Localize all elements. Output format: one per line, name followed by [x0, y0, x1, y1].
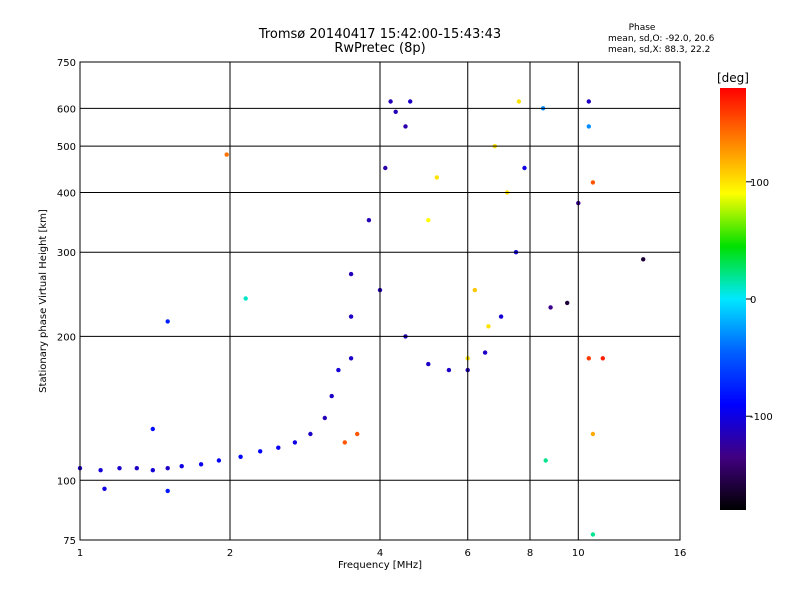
echo-point	[258, 449, 263, 454]
y-tick-label: 75	[63, 536, 76, 547]
echo-point	[165, 319, 170, 324]
echo-point	[408, 99, 413, 104]
colorbar-tick-label: 100	[750, 178, 769, 189]
x-tick-labels: 1 2 4 6 8 10 16	[77, 548, 687, 559]
echo-point	[522, 165, 527, 171]
echo-point	[498, 314, 504, 319]
echo-point	[224, 152, 229, 157]
echo-point	[641, 257, 646, 262]
colorbar-unit-label: [deg]	[717, 71, 749, 85]
x-tick-label: 1	[77, 548, 83, 559]
stats-line-x: mean, sd,X: 88.3, 22.2	[608, 45, 710, 55]
colorbar-tick-label: 0	[750, 295, 756, 306]
echo-point	[98, 468, 103, 473]
echo-point	[586, 124, 591, 129]
echo-point	[102, 486, 107, 491]
echo-point	[482, 350, 488, 355]
y-tick-label: 600	[57, 104, 76, 115]
echo-point	[426, 361, 431, 367]
x-tick-label: 8	[527, 548, 533, 559]
echo-point	[216, 458, 222, 463]
echo-point	[590, 180, 596, 185]
echo-point	[348, 271, 354, 277]
echo-point	[348, 314, 354, 319]
y-tick-label: 750	[57, 58, 76, 69]
y-tick-label: 200	[57, 332, 76, 343]
echo-point	[150, 426, 155, 432]
plot-points	[77, 99, 646, 537]
y-tick-label: 400	[57, 188, 76, 199]
echo-point	[179, 464, 184, 469]
colorbar	[720, 88, 746, 510]
echo-point	[243, 296, 248, 301]
echo-point	[486, 324, 491, 329]
y-tick-label: 300	[57, 248, 76, 259]
chart-title: Tromsø 20140417 15:42:00-15:43:43	[258, 27, 501, 42]
y-tick-label: 100	[57, 476, 76, 487]
x-tick-label: 10	[572, 548, 585, 559]
echo-point	[355, 431, 360, 437]
echo-point	[238, 454, 243, 459]
echo-point	[308, 431, 313, 437]
echo-point	[383, 165, 388, 171]
echo-point	[516, 99, 522, 104]
echo-point	[590, 431, 596, 437]
echo-point	[393, 109, 398, 115]
y-axis-label: Stationary phase Virtual Height [km]	[38, 209, 49, 393]
echo-point	[276, 445, 281, 450]
echo-point	[150, 468, 155, 473]
echo-point	[446, 367, 452, 373]
echo-point	[472, 287, 477, 293]
stats-heading: Phase	[629, 23, 656, 33]
echo-point	[434, 175, 439, 180]
echo-point	[134, 466, 139, 471]
echo-point	[586, 356, 591, 361]
x-axis-label: Frequency [MHz]	[338, 560, 422, 571]
x-tick-label: 6	[465, 548, 471, 559]
stats-line-o: mean, sd,O: -92.0, 20.6	[608, 34, 715, 44]
echo-point	[590, 532, 596, 537]
echo-point	[198, 462, 204, 467]
echo-point	[165, 466, 170, 471]
colorbar-tick-label: -100	[750, 412, 773, 423]
echo-point	[366, 218, 372, 223]
echo-point	[403, 124, 408, 129]
echo-point	[426, 218, 431, 223]
echo-point	[543, 458, 548, 463]
echo-point	[292, 440, 298, 445]
echo-point	[165, 488, 170, 494]
grid-lines	[80, 62, 680, 540]
echo-point	[342, 440, 347, 445]
echo-point	[329, 393, 334, 399]
x-tick-label: 16	[674, 548, 687, 559]
echo-point	[548, 305, 553, 310]
colorbar-ticks: 100 0 -100	[746, 178, 773, 423]
echo-point	[600, 356, 605, 361]
echo-point	[117, 466, 122, 471]
chart-subtitle: RwPretec (8p)	[334, 41, 425, 56]
echo-point	[348, 356, 354, 361]
x-tick-label: 2	[227, 548, 233, 559]
x-tick-label: 4	[377, 548, 383, 559]
echo-point	[322, 415, 327, 421]
echo-point	[586, 99, 591, 104]
echo-point	[565, 300, 570, 306]
echo-point	[388, 99, 393, 104]
echo-point	[336, 367, 341, 373]
y-tick-labels: 75 100 200 300 400 500 600 750	[57, 58, 76, 547]
y-tick-label: 500	[57, 142, 76, 153]
